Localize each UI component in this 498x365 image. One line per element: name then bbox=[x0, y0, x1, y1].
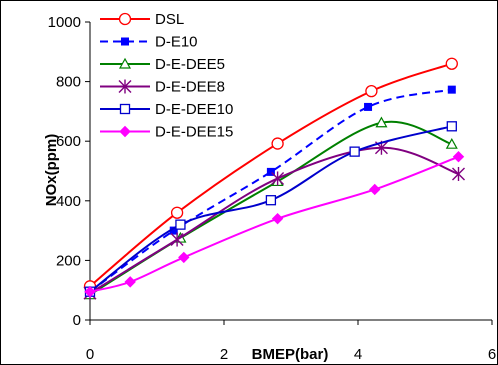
data-point-d-e-dee15 bbox=[178, 251, 190, 264]
data-point-d-e-dee15 bbox=[452, 150, 465, 163]
series-layer bbox=[83, 57, 465, 301]
series-line-d-e-dee15 bbox=[89, 155, 459, 293]
series-line-d-e10 bbox=[89, 88, 453, 293]
data-point-d-e10 bbox=[266, 167, 275, 176]
data-point-d-e-dee10 bbox=[265, 195, 277, 206]
legend-item-d-e-dee8: D-E-DEE8 bbox=[100, 79, 225, 96]
legend-marker bbox=[118, 12, 132, 26]
x-axis-title: BMEP(bar) bbox=[252, 346, 329, 363]
data-point-d-e10 bbox=[364, 102, 373, 111]
series-d-e-dee8 bbox=[83, 140, 465, 301]
data-point-d-e-dee15 bbox=[124, 276, 136, 288]
legend-label: D-E-DEE5 bbox=[155, 56, 225, 73]
data-point-d-e-dee8 bbox=[271, 171, 285, 186]
legend-marker bbox=[121, 37, 129, 46]
series-line-d-e-dee10 bbox=[89, 125, 453, 293]
legend: DSL D-E10 D-E-DEE5 D-E-DEE8 D-E-DEE10 D-E-DEE… bbox=[100, 11, 233, 141]
data-point-d-e-dee10 bbox=[446, 121, 457, 132]
legend-marker bbox=[118, 79, 132, 94]
series-d-e-dee15 bbox=[84, 150, 465, 298]
legend-marker bbox=[119, 103, 131, 115]
legend-item-d-e-dee10: D-E-DEE10 bbox=[100, 101, 233, 118]
x-tick-label: 2 bbox=[220, 346, 228, 363]
data-point-d-e-dee8 bbox=[452, 166, 465, 181]
legend-label: D-E-DEE15 bbox=[155, 124, 233, 141]
legend-item-dsl: DSL bbox=[100, 11, 184, 28]
data-point-d-e10 bbox=[447, 85, 456, 94]
data-point-d-e-dee15 bbox=[369, 183, 381, 196]
legend-marker bbox=[119, 125, 131, 138]
x-tick-label: 4 bbox=[354, 346, 362, 363]
data-point-d-e-dee10 bbox=[349, 146, 360, 157]
data-point-dsl bbox=[271, 137, 284, 150]
axes: 0 200 400 600 800 1000 0 2 4 6 bbox=[48, 14, 497, 363]
y-axis-title: NOx(ppm) bbox=[43, 134, 60, 207]
data-point-d-e-dee8 bbox=[170, 232, 184, 247]
y-tick-label: 400 bbox=[56, 193, 81, 210]
data-point-d-e-dee5 bbox=[375, 116, 388, 128]
legend-label: DSL bbox=[155, 11, 184, 28]
legend-marker bbox=[118, 57, 132, 69]
y-tick-label: 0 bbox=[73, 312, 81, 329]
x-tick-label: 6 bbox=[488, 346, 496, 363]
y-tick-label: 200 bbox=[56, 252, 81, 269]
data-point-dsl bbox=[365, 84, 378, 98]
legend-label: D-E10 bbox=[155, 34, 198, 51]
data-point-dsl bbox=[170, 206, 184, 219]
legend-item-d-e10: D-E10 bbox=[100, 34, 198, 51]
legend-item-d-e-dee15: D-E-DEE15 bbox=[100, 124, 233, 141]
data-point-d-e-dee10 bbox=[175, 219, 186, 230]
data-point-dsl bbox=[445, 57, 458, 70]
series-d-e-dee5 bbox=[83, 116, 458, 300]
legend-label: D-E-DEE10 bbox=[155, 101, 233, 118]
legend-label: D-E-DEE8 bbox=[155, 79, 225, 96]
y-tick-label: 1000 bbox=[48, 14, 81, 31]
series-d-e10 bbox=[86, 85, 456, 296]
legend-item-d-e-dee5: D-E-DEE5 bbox=[100, 56, 225, 73]
y-tick-label: 800 bbox=[56, 74, 81, 91]
data-point-d-e-dee15 bbox=[271, 212, 284, 225]
data-point-d-e-dee15 bbox=[84, 285, 96, 298]
y-tick-label: 600 bbox=[56, 133, 81, 150]
x-tick-label: 0 bbox=[86, 346, 94, 363]
data-point-d-e-dee5 bbox=[445, 137, 458, 149]
